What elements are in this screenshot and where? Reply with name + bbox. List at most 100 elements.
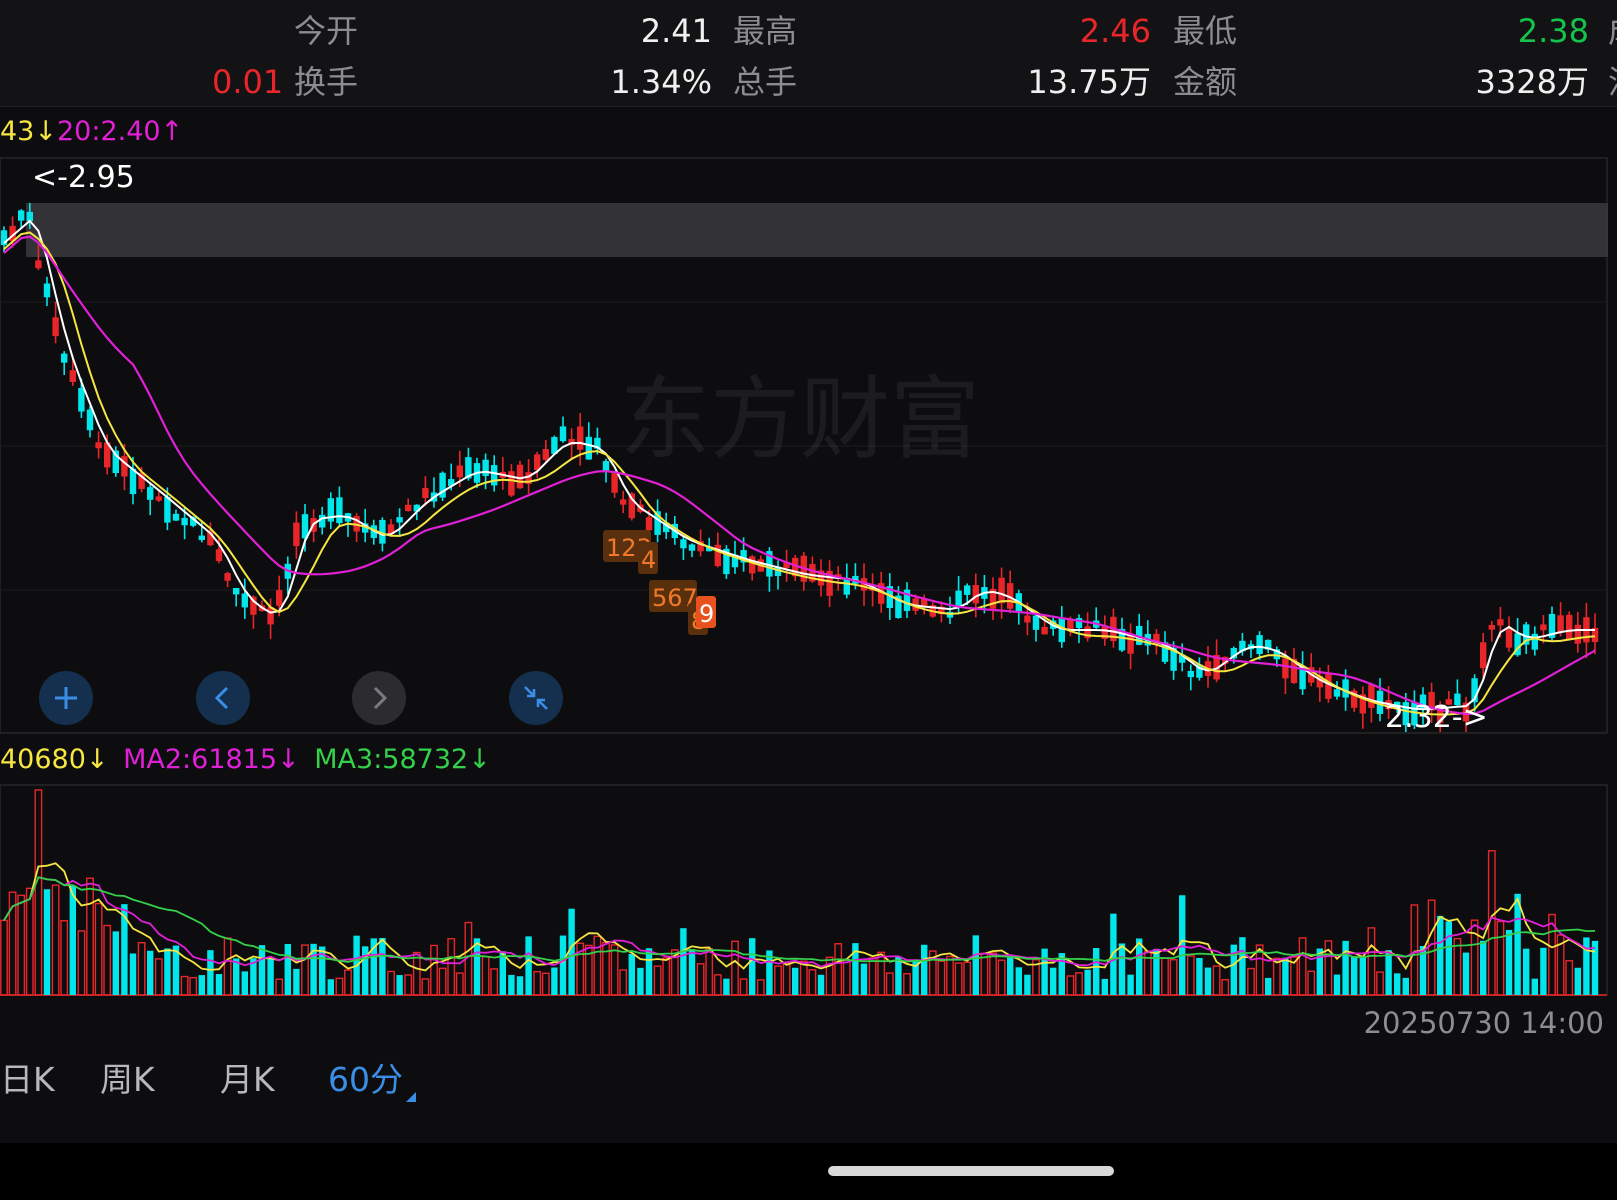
volume-bar xyxy=(1419,945,1427,995)
tab-day-k[interactable]: 日K xyxy=(0,1060,55,1099)
tab-week-k[interactable]: 周K xyxy=(100,1060,155,1099)
candle-body xyxy=(749,556,756,574)
volume-bar xyxy=(94,902,103,996)
candle-body xyxy=(559,426,567,442)
candle-body xyxy=(585,436,592,460)
candle-body xyxy=(1445,699,1452,705)
candle-body xyxy=(1325,673,1332,699)
high-label: 最高 xyxy=(733,12,798,50)
candle-body xyxy=(1101,625,1108,639)
ma-magenta-line xyxy=(3,235,1596,716)
candle-body xyxy=(508,471,515,496)
candle-body xyxy=(1161,642,1169,662)
candle-body xyxy=(577,426,584,450)
volume-bar xyxy=(989,952,997,996)
volume-bar xyxy=(1462,952,1470,995)
price-ma1: 43↓ xyxy=(0,116,57,147)
candle-body xyxy=(1179,654,1186,663)
volume-bar xyxy=(301,944,309,996)
volume-bar xyxy=(1007,956,1014,995)
volume-bar xyxy=(1591,940,1599,995)
candle-body xyxy=(654,511,661,535)
volume-bar xyxy=(1385,950,1392,995)
volume-bar xyxy=(69,885,76,995)
volume-bar xyxy=(696,963,705,996)
volume-bar xyxy=(1136,938,1143,995)
volume-bar xyxy=(1556,934,1565,996)
candle-body xyxy=(241,593,248,608)
scroll-right-button[interactable] xyxy=(352,671,406,725)
candle-body xyxy=(1540,624,1547,631)
volume-bar xyxy=(1024,974,1031,995)
candle-body xyxy=(955,590,962,606)
volume-bar xyxy=(1505,929,1513,995)
kline-chart[interactable]: 东方财富 <-2.95 2.32-> 123456789 xyxy=(0,0,1617,1040)
volume-bar xyxy=(628,953,635,995)
volume-bar xyxy=(421,978,430,996)
volume-bar xyxy=(713,974,722,996)
candle-body xyxy=(1523,624,1530,645)
candle-body xyxy=(69,370,76,382)
candle-body xyxy=(1342,679,1349,698)
volume-bar xyxy=(438,967,447,996)
change-value: 0.01 xyxy=(212,63,284,101)
tab-60min-label: 60分 xyxy=(328,1060,403,1099)
candle-body xyxy=(301,514,309,539)
candle-body xyxy=(121,456,128,477)
candle-body xyxy=(181,517,188,526)
collapse-button[interactable] xyxy=(509,671,563,725)
candle-body xyxy=(1007,583,1014,609)
tab-month-k[interactable]: 月K xyxy=(220,1060,275,1099)
volume-bar xyxy=(1127,974,1134,995)
volume-bar xyxy=(1221,978,1230,996)
volume-bar xyxy=(928,950,937,996)
candle-body xyxy=(1239,640,1246,652)
volume-bar xyxy=(1230,944,1237,995)
chevron-left-icon xyxy=(214,686,229,710)
candle-body xyxy=(1497,619,1504,626)
candle-body xyxy=(714,544,721,567)
volume-bar xyxy=(258,945,266,995)
volume-bar xyxy=(1186,955,1195,996)
volume-bar xyxy=(1041,948,1048,995)
price-ma-legend: 43↓20:2.40↑ xyxy=(0,116,189,148)
volume-bar xyxy=(842,959,851,996)
volume-bar xyxy=(895,956,902,995)
amount-value: 3328万 xyxy=(1475,63,1589,101)
volume-bar xyxy=(189,976,198,996)
candle-body xyxy=(1454,693,1461,706)
zoom-in-button[interactable] xyxy=(39,671,93,725)
candle-body xyxy=(9,225,16,242)
candle-body xyxy=(921,598,928,607)
candle-body xyxy=(138,472,145,489)
candle-body xyxy=(809,564,816,582)
volume-bar xyxy=(1445,921,1452,995)
sequence-tile xyxy=(696,596,716,628)
volume-bar xyxy=(533,970,542,996)
volume-bar xyxy=(756,979,765,996)
volume-bar xyxy=(662,957,671,996)
volume-bar xyxy=(344,969,352,996)
volume-ma-lines xyxy=(3,862,1596,972)
scroll-left-button[interactable] xyxy=(196,671,250,725)
tab-60min[interactable]: 60分 xyxy=(328,1060,416,1102)
volume-bar xyxy=(825,956,834,996)
volume-bar xyxy=(121,904,128,995)
volume-bar xyxy=(731,940,739,996)
candle-body xyxy=(1505,628,1513,648)
volume-bar xyxy=(619,969,628,996)
candle-body xyxy=(1591,627,1599,643)
candle-body xyxy=(1024,615,1031,623)
volume-bar xyxy=(817,974,825,995)
volume-bar xyxy=(241,971,248,995)
volume-bar xyxy=(481,955,490,996)
home-indicator[interactable] xyxy=(828,1166,1114,1176)
candle-body xyxy=(542,449,549,460)
volume-bar xyxy=(508,974,515,995)
price-band-highlight xyxy=(26,203,1608,257)
candle-body xyxy=(895,595,902,619)
volume-bar xyxy=(0,919,8,996)
system-bar xyxy=(0,1143,1617,1200)
volume-bar xyxy=(198,975,205,995)
volume-bar xyxy=(1075,972,1083,996)
